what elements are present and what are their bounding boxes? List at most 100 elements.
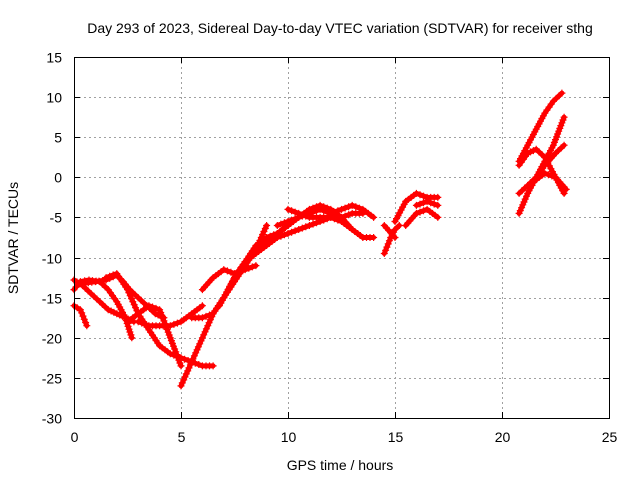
data-point — [558, 89, 566, 97]
y-tick-label: 5 — [54, 130, 62, 146]
chart-title: Day 293 of 2023, Sidereal Day-to-day VTE… — [87, 20, 593, 36]
data-point — [544, 171, 552, 179]
data-point — [109, 271, 117, 279]
data-point — [259, 231, 267, 238]
data-point — [345, 211, 353, 219]
data-point — [288, 228, 296, 236]
data-point — [196, 340, 204, 348]
data-point — [288, 207, 296, 215]
data-point — [420, 192, 427, 200]
data-point — [280, 231, 288, 239]
data-point — [227, 268, 235, 276]
data-point — [309, 208, 317, 216]
data-point — [76, 306, 84, 314]
data-point — [273, 222, 281, 229]
data-point — [248, 263, 256, 271]
data-point — [277, 220, 285, 228]
data-point — [261, 225, 269, 232]
data-point — [355, 204, 363, 212]
data-traces — [70, 89, 570, 390]
data-point — [284, 205, 292, 213]
data-point — [420, 199, 427, 207]
y-tick-label: -15 — [42, 291, 62, 307]
y-tick-label: -5 — [50, 210, 63, 226]
data-point — [181, 355, 189, 363]
data-point — [284, 230, 292, 237]
data-point — [341, 204, 349, 212]
data-point — [327, 209, 335, 217]
data-point — [198, 302, 206, 310]
data-point — [220, 266, 228, 274]
data-point — [185, 364, 193, 372]
y-tick-label: -30 — [42, 411, 62, 427]
data-point — [412, 201, 420, 209]
data-point — [302, 211, 310, 219]
series-line — [217, 210, 366, 309]
data-point — [149, 303, 156, 311]
data-point — [291, 227, 299, 235]
data-point — [345, 203, 353, 211]
series-arc-19 — [412, 197, 442, 209]
data-point — [280, 219, 288, 227]
data-point — [385, 237, 393, 245]
data-point — [391, 234, 399, 241]
data-point — [192, 349, 200, 357]
data-point — [132, 304, 139, 312]
data-point — [177, 382, 185, 390]
data-point — [338, 205, 345, 213]
data-point — [177, 362, 185, 370]
data-point — [182, 370, 190, 378]
data-point — [416, 200, 424, 208]
series-arc-17 — [391, 189, 442, 225]
data-point — [198, 334, 206, 342]
data-point — [76, 278, 84, 286]
data-point — [427, 199, 435, 207]
data-point — [83, 322, 91, 330]
data-point — [141, 320, 149, 328]
x-tick-label: 20 — [495, 429, 511, 445]
series-arc-14 — [273, 201, 378, 229]
y-tick-label: -25 — [42, 371, 62, 387]
data-point — [193, 346, 201, 354]
data-point — [106, 272, 114, 280]
data-point — [205, 319, 213, 327]
data-point — [200, 331, 208, 339]
data-point — [382, 246, 390, 254]
data-point — [130, 301, 138, 309]
data-point — [223, 267, 231, 275]
data-point — [173, 319, 181, 327]
grid — [74, 57, 609, 418]
data-point — [291, 215, 299, 223]
data-point — [562, 185, 570, 193]
data-point — [330, 208, 338, 216]
data-point — [330, 215, 338, 223]
data-point — [412, 189, 420, 197]
data-point — [420, 207, 427, 215]
data-point — [260, 228, 268, 235]
data-point — [412, 209, 420, 217]
data-point — [263, 222, 271, 229]
data-point — [184, 367, 192, 375]
series-arc-16 — [380, 222, 399, 241]
series-arc-20 — [515, 89, 566, 165]
x-tick-label: 5 — [178, 429, 186, 445]
data-point — [78, 309, 86, 317]
data-point — [128, 295, 135, 303]
series-arc-24 — [530, 169, 570, 193]
data-point — [195, 361, 203, 368]
data-point — [80, 315, 88, 323]
data-point — [263, 234, 271, 241]
data-point — [370, 213, 378, 221]
data-point — [202, 325, 210, 333]
y-tick-label: -20 — [42, 331, 62, 347]
y-tick-label: 0 — [54, 170, 62, 186]
data-point — [434, 201, 442, 209]
data-point — [241, 266, 249, 274]
data-point — [302, 223, 310, 231]
data-point — [380, 250, 388, 257]
data-point — [384, 240, 392, 248]
y-axis-label: SDTVAR / TECUs — [5, 182, 21, 294]
plot-frame — [74, 57, 610, 419]
data-point — [423, 197, 431, 205]
